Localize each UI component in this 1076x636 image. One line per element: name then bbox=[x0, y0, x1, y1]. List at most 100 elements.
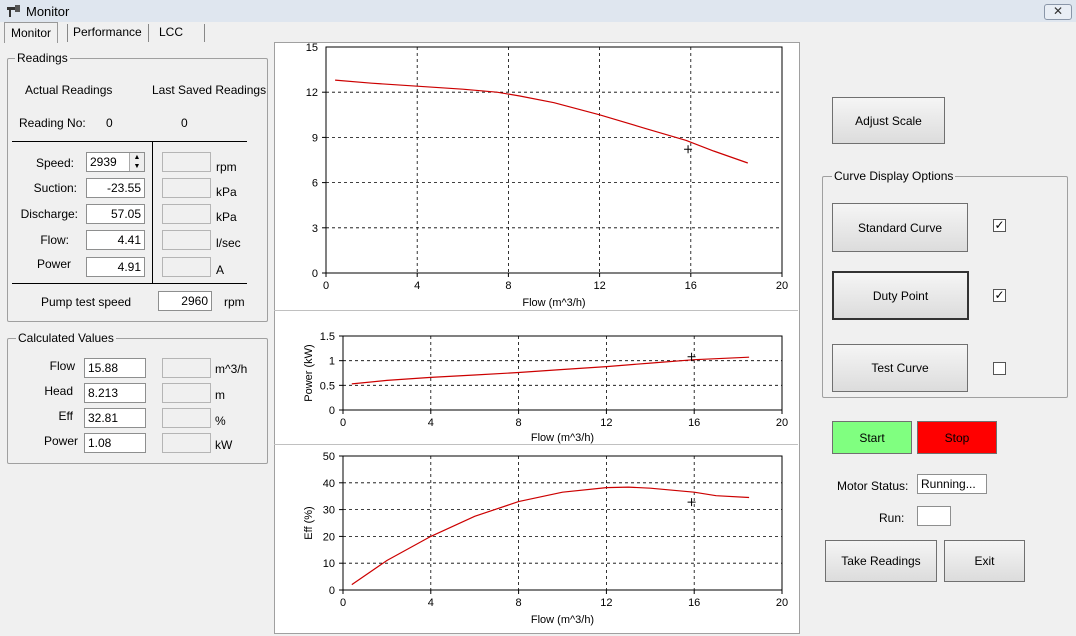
speed-value: 2939 bbox=[90, 155, 117, 169]
plot-area bbox=[342, 455, 783, 591]
chart-3: 0 4 8 12 16 20 0 10 20 30 40 50 Flow (m^3/h) Eff (%) bbox=[303, 451, 788, 626]
plot-area bbox=[325, 46, 783, 274]
y-tick-label: 0 bbox=[329, 585, 335, 597]
speed-saved-field bbox=[162, 152, 211, 172]
divider bbox=[12, 283, 247, 284]
standard-curve-button[interactable]: Standard Curve bbox=[832, 203, 968, 252]
run-field[interactable] bbox=[917, 506, 951, 526]
calculated-group bbox=[7, 338, 268, 464]
x-tick-label: 0 bbox=[340, 597, 346, 609]
suction-unit: kPa bbox=[216, 185, 237, 199]
reading-no-actual: 0 bbox=[106, 116, 113, 130]
series-line bbox=[351, 486, 750, 586]
y-tick-label: 0 bbox=[312, 268, 318, 280]
x-axis-label: Flow (m^3/h) bbox=[531, 432, 594, 444]
y-tick-label: 0 bbox=[329, 405, 335, 417]
power-saved-field bbox=[162, 257, 211, 277]
power-field[interactable]: 4.91 bbox=[86, 257, 145, 277]
calc-power-field[interactable]: 1.08 bbox=[84, 433, 146, 453]
y-tick-label: 50 bbox=[323, 451, 335, 463]
standard-curve-checkbox[interactable]: ✓ bbox=[993, 219, 1006, 232]
speed-input[interactable]: 2939 ▲ ▼ bbox=[86, 152, 145, 172]
tab-monitor[interactable]: Monitor bbox=[4, 22, 59, 43]
divider bbox=[12, 141, 247, 142]
y-tick-label: 30 bbox=[323, 505, 335, 517]
calc-head-label: Head bbox=[44, 384, 73, 398]
tab-separator bbox=[204, 24, 205, 42]
suction-field[interactable]: -23.55 bbox=[86, 178, 145, 198]
calc-flow-field[interactable]: 15.88 bbox=[84, 358, 146, 378]
y-tick-label: 10 bbox=[323, 558, 335, 570]
saved-readings-label: Last Saved Readings bbox=[152, 83, 267, 97]
calc-eff-label: Eff bbox=[58, 409, 73, 423]
series-line bbox=[335, 79, 748, 164]
speed-label: Speed: bbox=[35, 156, 74, 170]
readings-title: Readings bbox=[15, 51, 70, 65]
window-title: Monitor bbox=[26, 4, 70, 19]
x-tick-label: 16 bbox=[685, 280, 697, 292]
y-tick-label: 3 bbox=[312, 223, 318, 235]
x-tick-label: 8 bbox=[516, 597, 522, 609]
curve-options-title: Curve Display Options bbox=[832, 169, 956, 183]
calc-flow-label: Flow bbox=[49, 359, 75, 373]
x-tick-label: 0 bbox=[323, 280, 329, 292]
x-tick-label: 0 bbox=[340, 417, 346, 429]
motor-status-label: Motor Status: bbox=[837, 479, 909, 493]
calc-eff-field[interactable]: 32.81 bbox=[84, 408, 146, 428]
flow-field[interactable]: 4.41 bbox=[86, 230, 145, 250]
power-unit: A bbox=[216, 263, 225, 277]
y-tick-label: 20 bbox=[323, 531, 335, 543]
test-curve-checkbox[interactable] bbox=[993, 362, 1006, 375]
panel-divider bbox=[274, 444, 798, 445]
app-icon bbox=[7, 5, 20, 17]
calc-head-field[interactable]: 8.213 bbox=[84, 383, 146, 403]
power-label: Power bbox=[36, 257, 71, 271]
pump-test-speed-label: Pump test speed bbox=[41, 295, 132, 309]
x-axis-label: Flow (m^3/h) bbox=[522, 297, 585, 309]
x-tick-label: 20 bbox=[776, 597, 788, 609]
chart-2: 0 4 8 12 16 20 0 0.5 1 1.5 Flow (m^3/h) Power (kW) bbox=[303, 331, 788, 444]
x-tick-label: 12 bbox=[600, 597, 612, 609]
duty-point-marker bbox=[687, 498, 696, 507]
flow-label: Flow: bbox=[40, 233, 69, 247]
duty-point-button[interactable]: Duty Point bbox=[832, 271, 969, 320]
discharge-unit: kPa bbox=[216, 210, 237, 224]
y-tick-label: 40 bbox=[323, 478, 335, 490]
tab-lcc[interactable]: LCC bbox=[159, 25, 184, 39]
x-tick-label: 20 bbox=[776, 280, 788, 292]
x-tick-label: 16 bbox=[688, 417, 700, 429]
tab-separator bbox=[67, 24, 68, 42]
y-tick-label: 1.5 bbox=[320, 331, 335, 343]
stop-button[interactable]: Stop bbox=[917, 421, 997, 454]
spin-arrows-icon[interactable]: ▲ ▼ bbox=[129, 153, 144, 171]
calc-head-saved-field bbox=[162, 383, 211, 403]
exit-button[interactable]: Exit bbox=[944, 540, 1025, 582]
chart-1: 0 4 8 12 16 20 0 3 6 9 12 15 Flow (m^3/h) bbox=[306, 42, 788, 309]
adjust-scale-button[interactable]: Adjust Scale bbox=[832, 97, 945, 144]
suction-saved-field bbox=[162, 178, 211, 198]
tab-performance[interactable]: Performance bbox=[73, 25, 142, 39]
speed-unit: rpm bbox=[216, 160, 237, 174]
flow-unit: l/sec bbox=[216, 236, 241, 250]
y-tick-label: 6 bbox=[312, 178, 318, 190]
plot-area bbox=[342, 335, 783, 411]
x-axis-label: Flow (m^3/h) bbox=[531, 614, 594, 626]
discharge-saved-field bbox=[162, 204, 211, 224]
discharge-label: Discharge: bbox=[20, 207, 78, 221]
start-button[interactable]: Start bbox=[832, 421, 912, 454]
panel-divider bbox=[274, 310, 798, 311]
y-tick-label: 12 bbox=[306, 87, 318, 99]
checkmark-icon: ✓ bbox=[994, 288, 1005, 302]
pump-test-speed-field[interactable]: 2960 bbox=[158, 291, 212, 311]
discharge-field[interactable]: 57.05 bbox=[86, 204, 145, 224]
duty-point-marker bbox=[687, 352, 696, 361]
take-readings-button[interactable]: Take Readings bbox=[825, 540, 937, 582]
y-tick-label: 9 bbox=[312, 132, 318, 144]
close-button[interactable]: ✕ bbox=[1044, 4, 1072, 20]
test-curve-button[interactable]: Test Curve bbox=[832, 344, 968, 392]
duty-point-checkbox[interactable]: ✓ bbox=[993, 289, 1006, 302]
x-tick-label: 4 bbox=[428, 597, 434, 609]
calc-flow-saved-field bbox=[162, 358, 211, 378]
x-tick-label: 8 bbox=[505, 280, 511, 292]
x-tick-label: 12 bbox=[600, 417, 612, 429]
